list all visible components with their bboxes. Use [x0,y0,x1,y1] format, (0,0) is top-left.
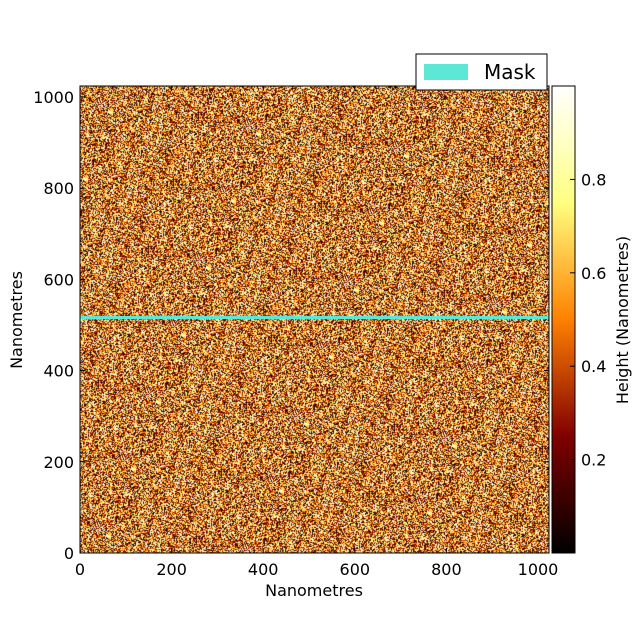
colorbar-tick-label: 0.8 [581,170,606,189]
x-tick-label: 0 [75,560,85,579]
y-tick-label: 600 [43,270,74,289]
x-tick-label: 800 [431,560,462,579]
legend-entry-mask: Mask [484,60,536,84]
mask-band [80,315,549,320]
x-tick-label: 200 [156,560,187,579]
colorbar-label: Height (Nanometres) [613,236,632,404]
y-axis-label: Nanometres [7,271,26,369]
heatmap-plot [80,86,549,553]
plot-frame [79,85,550,554]
x-axis-label: Nanometres [265,581,363,600]
colorbar-tick-label: 0.6 [581,264,606,283]
legend-swatch-mask [424,64,468,80]
colorbar-ticks: 0.2 0.4 0.6 0.8 [570,170,606,470]
colorbar [551,85,576,554]
y-axis-ticks: 0 200 400 600 800 1000 [33,88,549,563]
y-tick-label: 800 [43,179,74,198]
x-axis-ticks: 0 200 400 600 800 1000 [75,86,558,579]
y-tick-label: 1000 [33,88,74,107]
legend: Mask [415,53,548,91]
colorbar-tick-label: 0.4 [581,357,606,376]
x-tick-label: 400 [248,560,279,579]
x-tick-label: 1000 [518,560,559,579]
colorbar-tick-label: 0.2 [581,451,606,470]
y-tick-label: 0 [64,544,74,563]
y-tick-label: 400 [43,362,74,381]
x-tick-label: 600 [340,560,371,579]
y-tick-label: 200 [43,453,74,472]
